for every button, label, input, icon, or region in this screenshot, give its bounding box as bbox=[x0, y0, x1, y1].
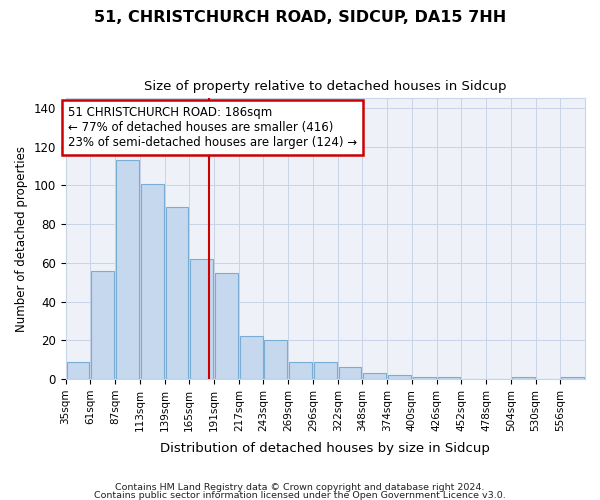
Bar bbox=[388, 375, 411, 379]
Bar bbox=[437, 377, 460, 379]
Text: 51, CHRISTCHURCH ROAD, SIDCUP, DA15 7HH: 51, CHRISTCHURCH ROAD, SIDCUP, DA15 7HH bbox=[94, 10, 506, 25]
Bar bbox=[265, 340, 287, 379]
Bar bbox=[116, 160, 139, 379]
Bar bbox=[413, 377, 436, 379]
Title: Size of property relative to detached houses in Sidcup: Size of property relative to detached ho… bbox=[144, 80, 506, 93]
Text: 51 CHRISTCHURCH ROAD: 186sqm
← 77% of detached houses are smaller (416)
23% of s: 51 CHRISTCHURCH ROAD: 186sqm ← 77% of de… bbox=[68, 106, 356, 149]
Bar bbox=[364, 373, 386, 379]
Bar bbox=[561, 377, 584, 379]
Bar bbox=[512, 377, 535, 379]
Y-axis label: Number of detached properties: Number of detached properties bbox=[15, 146, 28, 332]
Text: Contains public sector information licensed under the Open Government Licence v3: Contains public sector information licen… bbox=[94, 490, 506, 500]
Bar bbox=[190, 259, 213, 379]
Bar bbox=[314, 362, 337, 379]
Bar bbox=[240, 336, 263, 379]
Text: Contains HM Land Registry data © Crown copyright and database right 2024.: Contains HM Land Registry data © Crown c… bbox=[115, 484, 485, 492]
Bar bbox=[289, 362, 312, 379]
Bar bbox=[338, 368, 361, 379]
Bar bbox=[67, 362, 89, 379]
Bar bbox=[141, 184, 164, 379]
X-axis label: Distribution of detached houses by size in Sidcup: Distribution of detached houses by size … bbox=[160, 442, 490, 455]
Bar bbox=[215, 272, 238, 379]
Bar bbox=[91, 270, 114, 379]
Bar bbox=[166, 206, 188, 379]
